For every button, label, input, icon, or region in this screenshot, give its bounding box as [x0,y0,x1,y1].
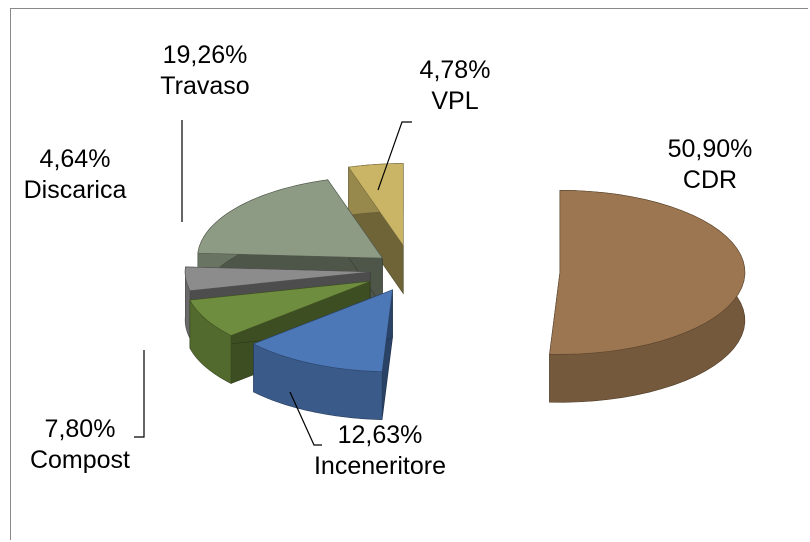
data-label: 4,78% VPL [385,55,525,117]
slice-top [549,190,746,355]
slice-top [197,179,384,259]
category-label: CDR [682,166,738,194]
slice-top [252,289,393,372]
category-label: Inceneritore [313,452,447,480]
data-label: 7,80% Compost [10,414,150,476]
pie-slice [252,289,393,420]
slice-top [184,266,371,291]
category-label: Travaso [160,72,250,100]
pie-slice [549,190,746,403]
category-label: Discarica [23,176,127,204]
data-label: 19,26% Travaso [135,40,275,102]
value-label: 4,78% [419,56,491,84]
pie-slice [348,163,404,295]
leader-line [289,391,322,446]
value-label: 4,64% [39,145,111,173]
value-label: 50,90% [667,135,753,163]
chart-frame [10,8,808,540]
slice-top [189,281,371,336]
value-label: 12,63% [337,421,423,449]
category-label: VPL [431,87,479,115]
leader-line [134,350,145,438]
leader-line [377,121,412,191]
data-label: 4,64% Discarica [5,144,145,206]
leader-lines [134,120,412,446]
value-label: 19,26% [162,41,248,69]
data-label: 50,90% CDR [640,134,780,196]
data-label: 12,63% Inceneritore [310,420,450,482]
category-label: Compost [29,446,131,474]
value-label: 7,80% [44,415,116,443]
slice-top [348,163,404,247]
